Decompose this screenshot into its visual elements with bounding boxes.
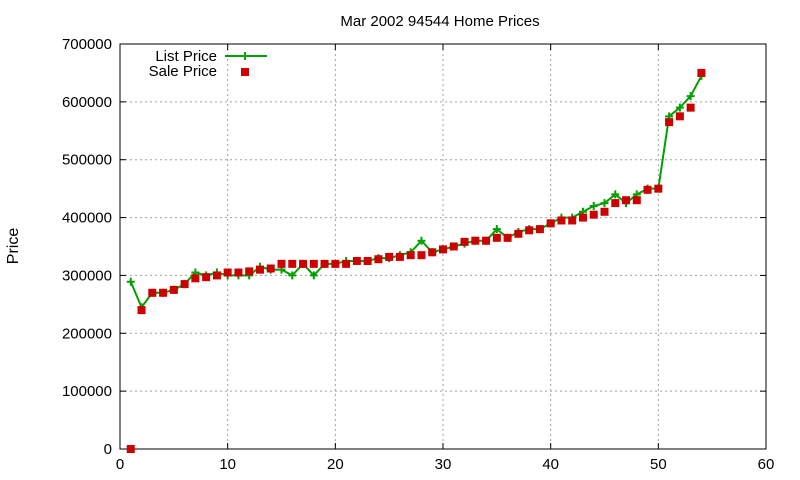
sale-price-point xyxy=(352,256,361,265)
sale-price-point xyxy=(449,242,458,251)
sale-price-point xyxy=(492,233,501,242)
sale-price-point xyxy=(374,255,383,264)
y-tick-label: 0 xyxy=(104,441,112,458)
sale-price-point xyxy=(665,118,674,127)
sale-price-point xyxy=(309,259,318,268)
y-tick-label: 400000 xyxy=(62,210,112,227)
x-tick-label: 60 xyxy=(758,456,775,473)
y-tick-label: 100000 xyxy=(62,383,112,400)
sale-price-point xyxy=(546,219,555,228)
y-tick-label: 500000 xyxy=(62,152,112,169)
x-tick-label: 10 xyxy=(219,456,236,473)
list-price-point xyxy=(611,190,620,199)
sale-price-point xyxy=(503,233,512,242)
sale-price-point xyxy=(482,236,491,245)
sale-price-point xyxy=(686,103,695,112)
sale-price-point xyxy=(266,264,275,273)
sale-price-point xyxy=(385,252,394,261)
sale-price-point xyxy=(148,288,157,297)
legend-marker-sale-price xyxy=(241,68,249,76)
x-axis: 0 10 20 30 40 50 60 xyxy=(116,44,775,473)
sale-price-point xyxy=(460,237,469,246)
sale-price-point xyxy=(557,216,566,225)
sale-price-point xyxy=(600,207,609,216)
sale-price-point xyxy=(363,256,372,265)
list-price-point xyxy=(417,236,426,245)
legend-label-list-price: List Price xyxy=(155,48,217,65)
list-price-point xyxy=(600,199,609,208)
sale-price-point xyxy=(191,274,200,283)
sale-price-point xyxy=(525,226,534,235)
sale-price-point xyxy=(255,265,264,274)
sale-price-point xyxy=(417,251,426,260)
sale-price-point xyxy=(180,280,189,289)
sale-price-point xyxy=(632,196,641,205)
sale-price-point xyxy=(535,225,544,234)
list-price-point xyxy=(288,271,297,280)
y-tick-label: 700000 xyxy=(62,36,112,53)
chart-title: Mar 2002 94544 Home Prices xyxy=(340,13,539,30)
sale-price-point xyxy=(223,268,232,277)
sale-price-point xyxy=(578,213,587,222)
x-tick-label: 20 xyxy=(327,456,344,473)
sale-price-point xyxy=(395,252,404,261)
sale-price-point xyxy=(643,185,652,194)
y-tick-label: 300000 xyxy=(62,267,112,284)
sale-price-point xyxy=(159,288,168,297)
sale-price-point xyxy=(245,267,254,276)
sale-price-point xyxy=(675,112,684,121)
list-price-point xyxy=(675,103,684,112)
y-axis-label: Price xyxy=(5,228,22,265)
list-price-point xyxy=(589,202,598,210)
x-tick-label: 40 xyxy=(542,456,559,473)
sale-price-point xyxy=(697,68,706,77)
x-tick-label: 50 xyxy=(650,456,667,473)
legend-marker-list-price xyxy=(241,52,249,60)
sale-price-point xyxy=(428,248,437,257)
sale-price-point xyxy=(471,236,480,245)
sale-price-point xyxy=(331,259,340,268)
sale-price-point xyxy=(611,199,620,208)
y-tick-label: 600000 xyxy=(62,94,112,111)
sale-price-point xyxy=(654,184,663,193)
sale-price-point xyxy=(320,259,329,268)
sale-price-point xyxy=(622,196,631,205)
list-price-point xyxy=(126,277,135,286)
sale-price-point xyxy=(589,210,598,219)
sale-price-point xyxy=(299,259,308,268)
legend-label-sale-price: Sale Price xyxy=(149,63,217,80)
sale-price-point xyxy=(277,259,286,268)
y-tick-label: 200000 xyxy=(62,325,112,342)
sale-price-point xyxy=(288,259,297,268)
legend: List Price Sale Price xyxy=(149,48,267,80)
sale-price-point xyxy=(568,216,577,225)
sale-price-point xyxy=(234,268,243,277)
sale-price-point xyxy=(514,229,523,238)
x-tick-label: 0 xyxy=(116,456,124,473)
series-layer xyxy=(126,68,706,453)
sale-price-point xyxy=(439,245,447,254)
sale-price-point xyxy=(169,285,178,294)
sale-price-point xyxy=(342,259,351,268)
list-price-point xyxy=(492,225,501,234)
sale-price-point xyxy=(126,445,135,453)
sale-price-point xyxy=(406,251,415,260)
sale-price-point xyxy=(137,306,146,315)
list-price-point xyxy=(686,92,695,101)
sale-price-point xyxy=(202,273,211,282)
list-price-point xyxy=(309,271,318,280)
y-axis: 0 100000 200000 300000 400000 500000 600000 700… xyxy=(62,36,766,458)
x-tick-label: 30 xyxy=(435,456,452,473)
sale-price-point xyxy=(212,271,221,280)
